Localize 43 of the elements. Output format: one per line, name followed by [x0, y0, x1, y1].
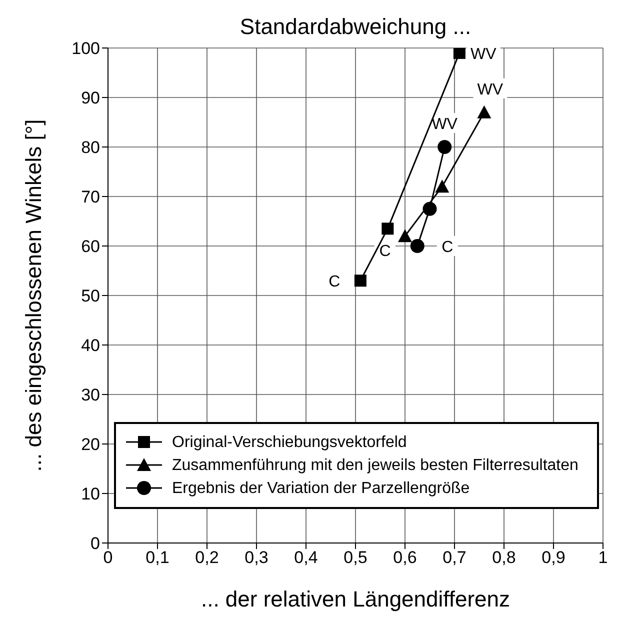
x-tick-label: 0,5: [344, 548, 368, 568]
annotation: C: [328, 274, 340, 291]
y-tick-label: 90: [81, 88, 100, 108]
y-tick-label: 0: [90, 534, 100, 554]
y-tick-label: 40: [81, 336, 100, 356]
x-tick-label: 0,2: [195, 548, 219, 568]
y-tick-label: 80: [81, 138, 100, 158]
point: [435, 180, 450, 193]
point: [398, 229, 412, 242]
x-tick-label: 0,4: [294, 548, 318, 568]
point: [477, 105, 492, 118]
y-tick-label: 100: [72, 39, 100, 58]
y-tick-label: 20: [81, 435, 100, 454]
point: [453, 48, 466, 59]
x-tick-label: 0,3: [244, 548, 268, 568]
y-tick-label: 10: [81, 484, 100, 504]
x-axis-title: ... der relativen Längendifferenz: [200, 586, 510, 612]
y-axis-title: ... des eingeschlossenen Winkels [°]: [20, 119, 46, 472]
x-tick-label: 0,7: [442, 548, 466, 568]
x-tick-label: 0,8: [492, 548, 516, 568]
chart-title: Standardabweichung ...: [240, 14, 472, 39]
annotation: WV: [477, 81, 504, 98]
point: [382, 222, 394, 235]
legend-label: Zusammenführung mit den jeweils besten Filterresultaten: [172, 456, 578, 474]
x-tick-label: 0,9: [542, 548, 566, 568]
y-tick-label: 30: [81, 386, 100, 405]
point: [410, 239, 424, 253]
y-tick-label: 60: [81, 237, 100, 256]
y-tick-label: 70: [81, 188, 100, 207]
annotation: WV: [432, 116, 458, 133]
x-tick-label: 1: [598, 548, 608, 568]
point: [422, 202, 437, 216]
point: [354, 274, 366, 287]
x-tick-label: 0,1: [146, 548, 170, 568]
legend-label: Ergebnis der Variation der Parzellengröße: [172, 480, 470, 497]
point: [438, 140, 452, 154]
y-tick-label: 50: [81, 286, 100, 306]
x-tick-label: 0: [103, 548, 113, 568]
legend-label: Original-Verschiebungsvektorfeld: [172, 434, 407, 451]
annotation: C: [442, 239, 454, 256]
annotation: WV: [470, 46, 497, 63]
x-tick-label: 0,6: [393, 548, 417, 568]
annotation: C: [379, 243, 391, 260]
